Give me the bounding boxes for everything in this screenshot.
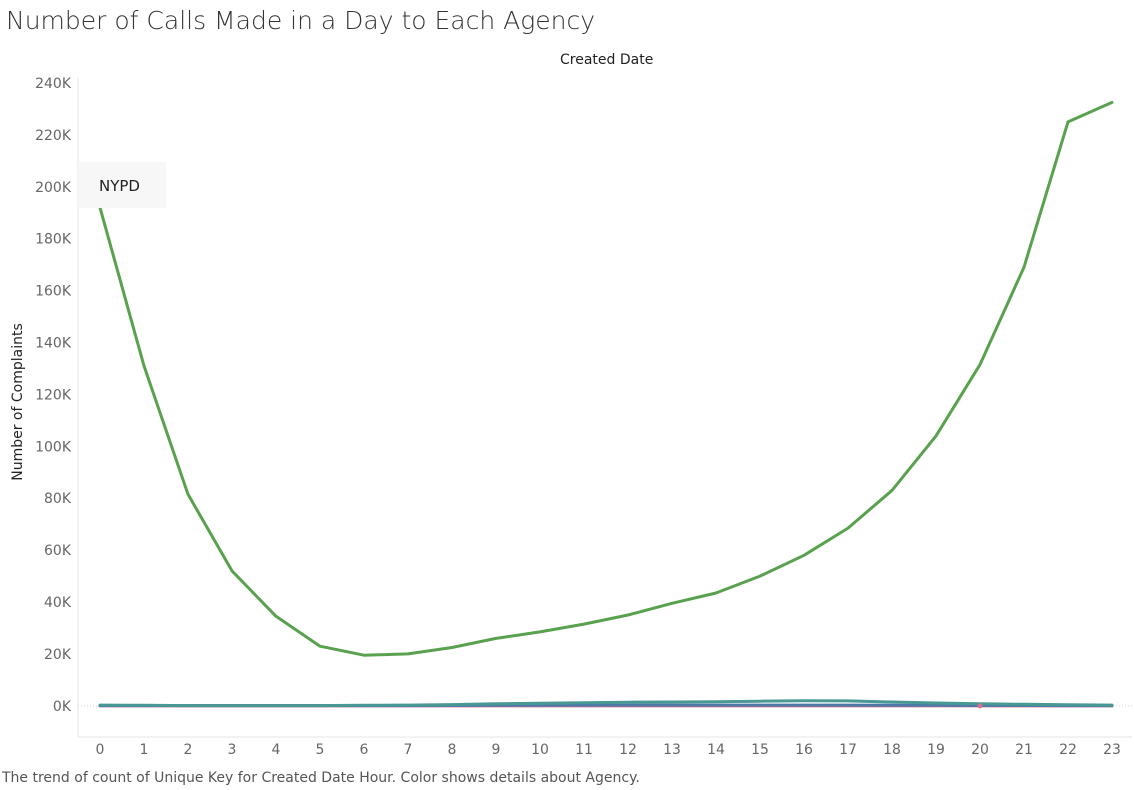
chart-title: Number of Calls Made in a Day to Each Ag… [6,6,596,35]
x-tick-label: 20 [971,742,989,758]
x-tick-label: 11 [575,742,593,758]
chart-caption: The trend of count of Unique Key for Cre… [2,770,640,786]
y-tick-label: 140K [35,336,72,352]
x-tick-label: 23 [1103,742,1121,758]
y-tick-label: 180K [35,232,72,248]
y-tick-label: 80K [44,491,72,507]
x-tick-label: 5 [316,742,325,758]
line-chart: 0K20K40K60K80K100K120K140K160K180K200K22… [35,76,1132,758]
series-line-agency-1 [98,699,1114,708]
x-tick-label: 18 [883,742,901,758]
y-tick-label: 200K [35,180,72,196]
y-tick-label: 40K [44,595,72,611]
annotation-label: NYPD [99,177,140,195]
x-tick-label: 2 [184,742,193,758]
y-tick-label: 100K [35,439,72,455]
x-tick-label: 13 [663,742,681,758]
x-tick-label: 16 [795,742,813,758]
x-tick-label: 14 [707,742,725,758]
x-tick-label: 21 [1015,742,1033,758]
x-tick-label: 1 [140,742,149,758]
x-tick-label: 0 [96,742,105,758]
x-tick-label: 19 [927,742,945,758]
y-tick-label: 120K [35,387,72,403]
x-tick-label: 8 [448,742,457,758]
y-tick-label: 240K [35,76,72,92]
y-tick-label: 20K [44,647,72,663]
x-tick-label: 3 [228,742,237,758]
x-tick-label: 4 [272,742,281,758]
series-line-nypd [98,100,1114,657]
x-tick-label: 6 [360,742,369,758]
y-tick-label: 60K [44,543,72,559]
x-tick-label: 10 [531,742,549,758]
x-tick-label: 17 [839,742,857,758]
y-tick-label: 160K [35,284,72,300]
x-tick-label: 15 [751,742,769,758]
x-tick-label: 12 [619,742,637,758]
x-tick-label: 9 [492,742,501,758]
data-point [977,703,983,709]
y-tick-label: 0K [53,699,72,715]
x-axis-title: Created Date [560,52,654,68]
x-tick-label: 22 [1059,742,1077,758]
x-tick-label: 7 [404,742,413,758]
annotation-box [78,162,166,208]
y-tick-label: 220K [35,128,72,144]
